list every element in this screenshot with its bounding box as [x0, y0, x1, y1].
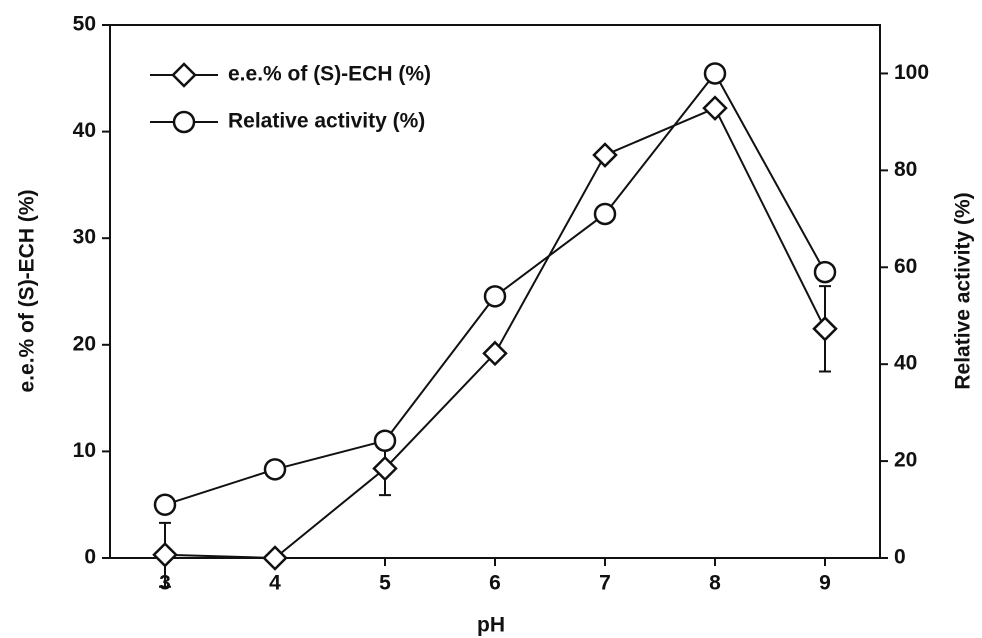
data-point [703, 62, 727, 85]
legend-marker [172, 110, 196, 134]
legend-label: Relative activity (%) [228, 110, 425, 133]
data-point [702, 95, 728, 121]
data-point [263, 458, 287, 481]
y-tick-label: 10 [73, 439, 96, 462]
x-tick-label: 8 [709, 572, 721, 595]
y2-tick-label: 80 [894, 158, 917, 181]
series-line [164, 106, 826, 560]
data-point [592, 142, 618, 168]
legend-marker [171, 62, 197, 88]
data-point [372, 455, 398, 482]
data-point [373, 429, 397, 452]
y2-tick-label: 20 [894, 449, 917, 472]
y-tick-label: 0 [84, 546, 96, 569]
legend-label: e.e.% of (S)-ECH (%) [228, 63, 431, 86]
data-point [483, 285, 507, 308]
y-tick-label: 20 [73, 332, 96, 355]
data-point [482, 340, 508, 367]
y-tick-label: 50 [73, 13, 96, 36]
x-tick-label: 7 [599, 572, 611, 595]
data-point [813, 260, 837, 284]
y2-tick-label: 60 [894, 255, 917, 278]
x-tick-label: 9 [819, 572, 831, 595]
y-tick-label: 40 [73, 119, 96, 142]
y2-axis-label: Relative activity (%) [952, 192, 975, 389]
x-tick-label: 5 [379, 572, 391, 595]
data-point [593, 202, 617, 226]
data-point [262, 545, 288, 571]
x-axis-label: pH [477, 614, 505, 637]
x-tick-label: 6 [489, 572, 501, 595]
y-tick-label: 30 [73, 226, 96, 249]
x-tick-label: 4 [269, 572, 281, 595]
y-axis-label: e.e.% of (S)-ECH (%) [16, 189, 39, 392]
data-point [152, 542, 178, 568]
y2-tick-label: 0 [894, 546, 906, 569]
y2-tick-label: 100 [894, 61, 929, 84]
y2-tick-label: 40 [894, 352, 917, 375]
data-point [153, 493, 177, 516]
data-point [812, 316, 838, 342]
